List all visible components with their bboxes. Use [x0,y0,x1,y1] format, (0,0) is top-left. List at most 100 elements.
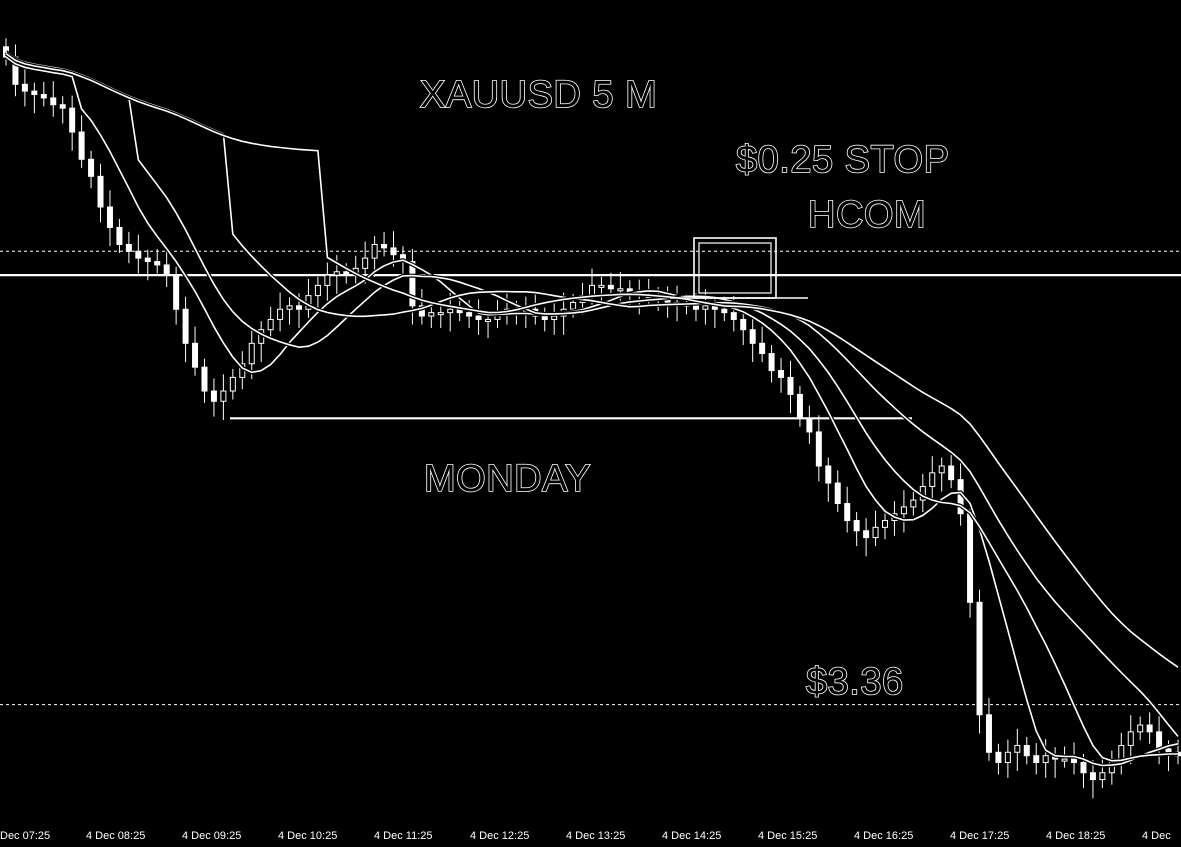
candle-body [1004,751,1011,764]
hcom-annotation: HCOM [807,193,927,237]
candle-body [50,97,57,106]
candle-body [872,526,879,539]
x-tick-label: 4 Dec 17:25 [950,830,1010,842]
ma-medium [5,52,1178,762]
ma-slow [5,51,1179,737]
candle-body [154,261,161,266]
candle-body [900,506,907,515]
candle-body [759,342,766,355]
candle-body [267,318,274,331]
candle-body [570,301,577,310]
candle-body [40,94,47,99]
candle-body [834,482,841,504]
candle-body [730,312,737,320]
candle-body [78,131,85,160]
x-tick-label: 4 Dec 08:25 [86,830,146,842]
candle-body [976,601,983,716]
candle-body [806,417,813,433]
candle-body [1014,744,1021,753]
candle-body [144,257,151,263]
x-tick-label: 4 Dec 12:25 [470,830,530,842]
x-tick-label: 4 Dec 16:25 [854,830,914,842]
candle-body [447,308,454,314]
x-tick-label: 4 Dec 18:25 [1046,830,1106,842]
candle-body [371,243,378,259]
candle-body [598,284,605,288]
candle-body [1033,755,1040,764]
candle-body [173,274,180,310]
candle-body [796,393,803,419]
candle-body [362,257,369,269]
x-tick-label: 4 Dec 13:25 [566,830,626,842]
candle-body [948,465,955,481]
x-tick-label: 4 Dec 10:25 [278,830,338,842]
candle-body [929,472,936,487]
candle-body [692,305,699,310]
ma-outline [4,51,1180,669]
candle-body [163,264,170,276]
candle-body [1165,748,1172,753]
candle-body [740,318,747,331]
candle-body [277,308,284,320]
day-annotation: MONDAY [423,457,591,501]
candle-body [409,261,416,307]
candle-body [475,315,482,320]
candle-body [551,315,558,320]
candle-body [910,499,917,508]
candle-body [1071,758,1078,764]
candle-body [324,274,331,286]
ma-fast [5,56,1179,767]
candle-body [617,288,624,292]
x-tick-label: Dec 07:25 [0,830,51,842]
candle-body [1156,731,1163,750]
candle-body [995,751,1002,764]
candle-body [343,271,350,276]
candle-body [749,329,756,344]
candle-body [967,513,974,603]
ma-outline [4,51,1178,763]
candle-body [702,305,709,310]
x-tick-label: 4 Dec 11:25 [374,830,433,842]
candle-body [229,376,236,392]
candle-body [390,247,397,256]
candle-body [97,175,104,208]
target-annotation: $3.36 [805,660,904,704]
ma-outline [4,55,1179,768]
stop-annotation: $0.25 STOP [735,138,950,182]
candle-body [381,243,388,249]
x-tick-label: 4 Dec 09:25 [182,830,242,842]
candle-body [69,107,76,133]
candle-body [135,250,142,259]
x-tick-label: 4 Dec 15:25 [758,830,818,842]
candle-body [485,318,492,322]
candle-body [882,520,888,528]
candle-body [1080,762,1087,774]
candle-body [1042,755,1049,764]
candle-body [768,353,775,372]
candle-body [853,520,860,532]
x-tick-label: 4 Dec 14:25 [662,830,722,842]
candle-body [106,206,113,228]
candle-body [721,308,728,314]
candle-body [116,226,123,245]
chart-title: XAUUSD 5 M [419,73,658,117]
candle-body [1099,772,1106,781]
candle-body [201,366,208,392]
candle-body [59,104,66,109]
candle-body [787,376,794,395]
candle-body [607,284,614,290]
candle-body [938,465,945,474]
candle-body [466,312,473,317]
entry-zone-inner-box [698,242,772,294]
candle-body [1146,724,1153,733]
candle-body [182,308,189,344]
candle-body [541,315,548,320]
candle-body [286,305,293,310]
candle-body [21,83,28,92]
candle-body [428,312,435,317]
candle-body [333,271,340,276]
candle-body [192,342,199,368]
candle-body [314,284,321,297]
entry-zone-box [693,237,777,299]
